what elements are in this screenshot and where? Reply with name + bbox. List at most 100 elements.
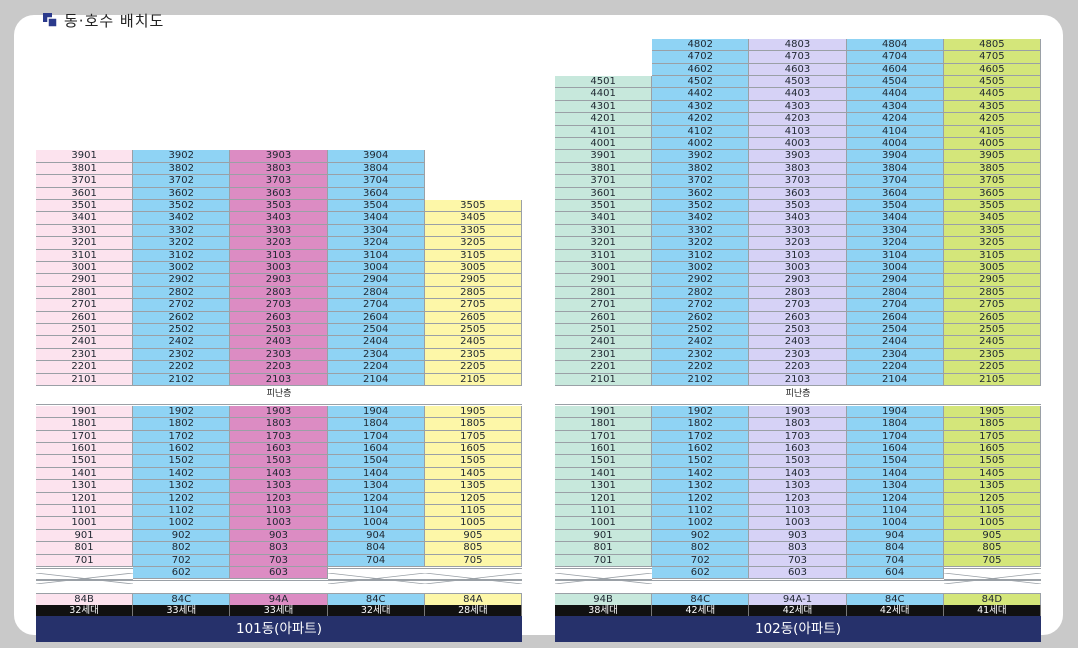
unit-cell[interactable]: 1602 — [133, 443, 231, 456]
unit-cell[interactable]: 1702 — [652, 430, 750, 443]
unit-cell[interactable]: 2103 — [749, 373, 847, 386]
unit-cell[interactable]: 4805 — [943, 38, 1041, 52]
unit-cell[interactable]: 2705 — [943, 299, 1041, 312]
unit-cell[interactable]: 3703 — [749, 175, 847, 188]
unit-cell[interactable]: 4504 — [846, 76, 944, 89]
unit-cell[interactable]: 4301 — [555, 100, 653, 114]
unit-cell[interactable]: 1604 — [846, 443, 944, 456]
unit-cell[interactable]: 2804 — [327, 286, 425, 300]
unit-cell[interactable]: 2703 — [230, 299, 328, 312]
unit-cell[interactable]: 1205 — [424, 492, 522, 505]
unit-cell[interactable]: 2704 — [846, 299, 944, 312]
unit-cell[interactable]: 2104 — [327, 373, 425, 386]
unit-cell[interactable]: 4802 — [652, 38, 750, 52]
unit-cell[interactable]: 3303 — [749, 224, 847, 238]
unit-cell[interactable]: 3502 — [652, 200, 750, 213]
unit-cell[interactable]: 1002 — [133, 517, 231, 530]
unit-cell[interactable]: 1904 — [327, 405, 425, 419]
unit-cell[interactable]: 1605 — [943, 443, 1041, 456]
unit-cell[interactable]: 1004 — [846, 517, 944, 530]
unit-cell[interactable]: 3904 — [846, 150, 944, 163]
unit-cell[interactable]: 4002 — [652, 138, 750, 151]
unit-cell[interactable]: 2603 — [749, 311, 847, 324]
unit-cell[interactable]: 1701 — [36, 430, 134, 443]
unit-cell[interactable]: 703 — [230, 554, 328, 567]
unit-cell[interactable]: 2303 — [749, 348, 847, 362]
unit-cell[interactable]: 2704 — [327, 299, 425, 312]
unit-cell[interactable]: 3504 — [327, 200, 425, 213]
unit-cell[interactable]: 3003 — [230, 262, 328, 275]
unit-cell[interactable]: 4204 — [846, 113, 944, 126]
unit-cell[interactable]: 901 — [555, 529, 653, 543]
unit-cell[interactable]: 3105 — [943, 249, 1041, 262]
unit-cell[interactable]: 702 — [133, 554, 231, 567]
unit-cell[interactable]: 1304 — [327, 480, 425, 493]
unit-cell[interactable]: 805 — [424, 542, 522, 555]
unit-cell[interactable]: 1303 — [749, 480, 847, 493]
unit-cell[interactable]: 3005 — [943, 262, 1041, 275]
unit-cell[interactable]: 1902 — [652, 405, 750, 419]
unit-cell[interactable]: 1301 — [555, 480, 653, 493]
unit-cell[interactable]: 1805 — [943, 418, 1041, 431]
unit-cell[interactable]: 3601 — [555, 187, 653, 200]
unit-cell[interactable]: 3604 — [327, 187, 425, 200]
unit-cell[interactable]: 905 — [943, 529, 1041, 543]
unit-cell[interactable]: 3502 — [133, 200, 231, 213]
unit-cell[interactable]: 3301 — [555, 224, 653, 238]
unit-cell[interactable]: 4101 — [555, 125, 653, 138]
unit-cell[interactable]: 3302 — [652, 224, 750, 238]
unit-cell[interactable]: 2502 — [133, 324, 231, 337]
unit-cell[interactable]: 3201 — [555, 237, 653, 250]
unit-cell[interactable]: 1903 — [749, 405, 847, 419]
unit-cell[interactable]: 1003 — [749, 517, 847, 530]
unit-cell[interactable]: 3404 — [846, 212, 944, 225]
unit-cell[interactable]: 2404 — [846, 336, 944, 349]
unit-cell[interactable]: 1705 — [424, 430, 522, 443]
unit-cell[interactable]: 2702 — [133, 299, 231, 312]
unit-cell[interactable]: 2204 — [327, 361, 425, 374]
unit-cell[interactable]: 2102 — [133, 373, 231, 386]
unit-cell[interactable]: 4803 — [749, 38, 847, 52]
unit-cell[interactable]: 1702 — [133, 430, 231, 443]
unit-cell[interactable]: 2103 — [230, 373, 328, 386]
unit-cell[interactable]: 3801 — [36, 162, 134, 176]
unit-cell[interactable]: 4401 — [555, 88, 653, 101]
unit-cell[interactable]: 1205 — [943, 492, 1041, 505]
unit-cell[interactable]: 904 — [327, 529, 425, 543]
unit-cell[interactable]: 3202 — [133, 237, 231, 250]
unit-cell[interactable]: 3204 — [846, 237, 944, 250]
unit-cell[interactable]: 3603 — [230, 187, 328, 200]
unit-cell[interactable]: 3201 — [36, 237, 134, 250]
unit-cell[interactable]: 1102 — [652, 505, 750, 518]
unit-cell[interactable]: 2205 — [943, 361, 1041, 374]
unit-cell[interactable]: 3801 — [555, 162, 653, 176]
unit-cell[interactable]: 3302 — [133, 224, 231, 238]
unit-cell[interactable]: 3702 — [133, 175, 231, 188]
unit-cell[interactable]: 4402 — [652, 88, 750, 101]
unit-cell[interactable]: 4205 — [943, 113, 1041, 126]
unit-cell[interactable]: 2802 — [652, 286, 750, 300]
unit-cell[interactable]: 2904 — [846, 274, 944, 287]
unit-cell[interactable]: 1102 — [133, 505, 231, 518]
unit-cell[interactable]: 803 — [230, 542, 328, 555]
unit-cell[interactable]: 803 — [749, 542, 847, 555]
unit-cell[interactable]: 1201 — [36, 492, 134, 505]
unit-cell[interactable]: 3802 — [652, 162, 750, 176]
unit-cell[interactable]: 2602 — [652, 311, 750, 324]
unit-cell[interactable]: 3303 — [230, 224, 328, 238]
unit-cell[interactable]: 802 — [652, 542, 750, 555]
unit-cell[interactable]: 2901 — [36, 274, 134, 287]
unit-cell[interactable]: 2402 — [652, 336, 750, 349]
unit-cell[interactable]: 4304 — [846, 100, 944, 114]
unit-cell[interactable]: 3305 — [424, 224, 522, 238]
unit-cell[interactable]: 4105 — [943, 125, 1041, 138]
unit-cell[interactable]: 1802 — [652, 418, 750, 431]
unit-cell[interactable]: 705 — [943, 554, 1041, 567]
unit-cell[interactable]: 2101 — [555, 373, 653, 386]
unit-cell[interactable]: 1703 — [749, 430, 847, 443]
unit-cell[interactable]: 3505 — [943, 200, 1041, 213]
unit-cell[interactable]: 704 — [846, 554, 944, 567]
unit-cell[interactable]: 3501 — [36, 200, 134, 213]
unit-cell[interactable]: 2603 — [230, 311, 328, 324]
unit-cell[interactable]: 2601 — [555, 311, 653, 324]
